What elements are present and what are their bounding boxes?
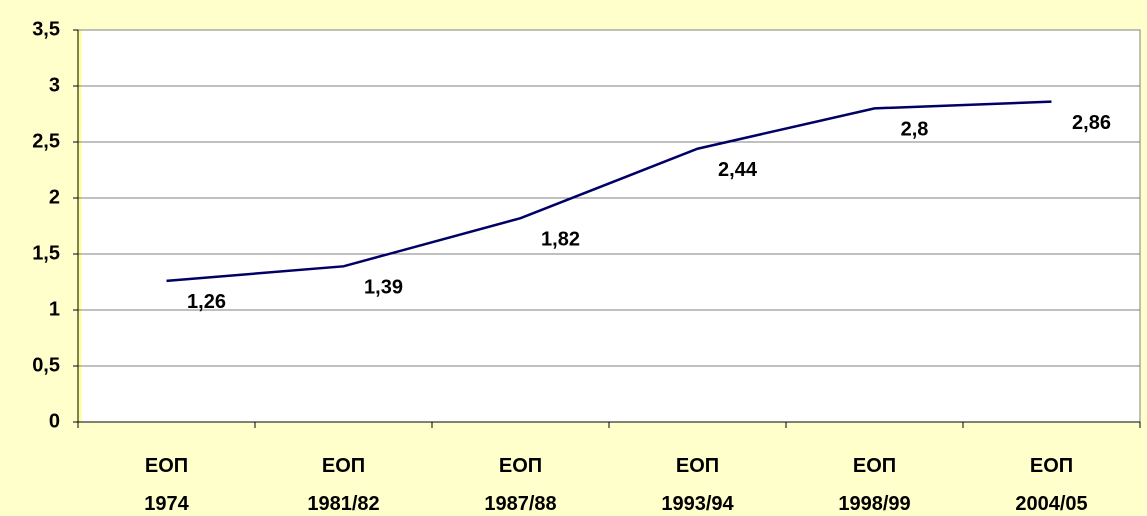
y-tick-label: 3,5 [32,18,60,40]
data-label: 1,26 [187,291,226,313]
y-tick-label: 2 [49,186,60,208]
x-tick-label: ЕОП 1981/82 [307,455,380,515]
data-label: 2,86 [1072,112,1111,134]
data-label: 2,44 [718,159,758,181]
x-tick-label: ЕОП 1998/99 [838,455,911,515]
y-tick-label: 1,5 [32,242,60,264]
y-tick-label: 0,5 [32,354,60,376]
x-tick-label: ЕОП 1993/94 [661,455,734,515]
data-line [166,100,1052,283]
x-tick-label: ЕОП 1987/88 [484,455,557,515]
x-tick-label: ЕОП 2004/05 [1015,455,1088,515]
plot-area [77,29,1141,423]
y-tick-label: 2,5 [32,130,60,152]
x-tick-label: ЕОП 1974 [144,455,189,515]
data-label: 1,82 [541,228,580,250]
data-label: 2,8 [901,119,929,141]
y-tick-label: 0 [49,410,60,432]
y-tick-label: 1 [49,298,60,320]
y-tick-label: 3 [49,74,60,96]
data-label: 1,39 [364,277,403,299]
